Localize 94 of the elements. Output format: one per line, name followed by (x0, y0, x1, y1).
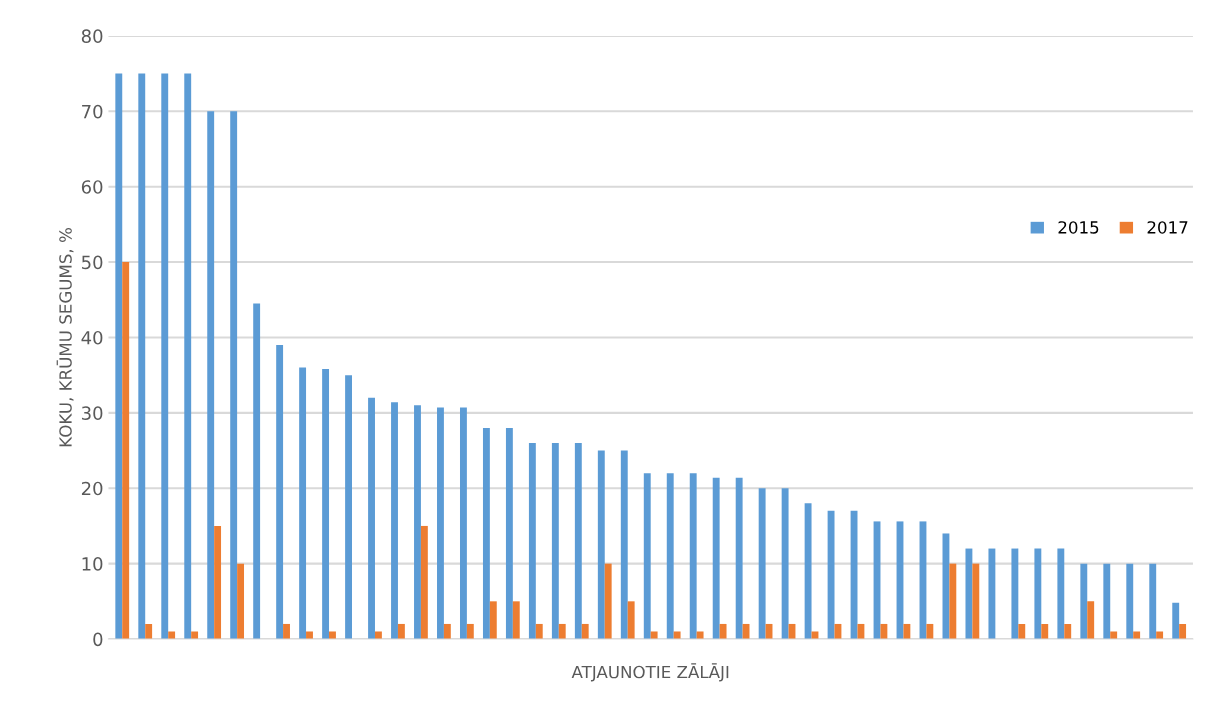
y-tick-label: 80 (81, 29, 103, 44)
bar (1103, 563, 1111, 640)
bar (1149, 563, 1157, 640)
bar (558, 623, 566, 640)
bar (1011, 548, 1019, 640)
bar (972, 563, 980, 640)
bar (329, 631, 336, 640)
y-tick-label: 60 (81, 180, 103, 194)
bar (666, 473, 674, 640)
bar (719, 623, 727, 640)
bar (903, 623, 911, 640)
bar (276, 345, 284, 640)
bar (1057, 548, 1065, 640)
bar (230, 111, 238, 640)
bar (138, 73, 146, 640)
bar (880, 623, 888, 640)
bar (397, 623, 405, 640)
bar (1041, 623, 1049, 640)
bar (207, 111, 215, 640)
bar (489, 601, 497, 640)
bar (574, 443, 582, 640)
bar (1156, 631, 1164, 640)
y-tick-label: 20 (81, 481, 103, 496)
bar (857, 623, 865, 640)
bar (1080, 563, 1088, 640)
bar (926, 623, 934, 640)
bar (673, 631, 681, 640)
bar (253, 303, 261, 640)
bar (122, 262, 130, 640)
bar (1064, 623, 1072, 640)
bar (237, 563, 245, 640)
y-tick-label: 10 (82, 557, 103, 571)
bar (604, 563, 612, 640)
bar (988, 548, 996, 640)
bar (597, 450, 605, 640)
bar (168, 631, 176, 640)
bar (184, 73, 192, 640)
bar (949, 563, 957, 640)
y-axis-title: KOKU, KRŪMU SEGUMS, % (56, 228, 74, 447)
y-tick-label: 70 (82, 104, 103, 119)
bar (804, 503, 812, 640)
bar (1172, 602, 1180, 640)
bar (145, 623, 153, 640)
bar (650, 631, 658, 640)
y-tick-label: 0 (93, 632, 103, 647)
bar (414, 405, 421, 640)
bar (322, 369, 330, 640)
bar (505, 427, 513, 640)
bar (712, 477, 720, 640)
bar (459, 407, 467, 640)
y-tick-label: 50 (82, 255, 103, 270)
bar (345, 375, 352, 640)
bar (374, 631, 382, 640)
bar (443, 623, 451, 640)
bar (627, 601, 635, 640)
bar (689, 473, 697, 640)
bar (1126, 563, 1134, 640)
bar (735, 477, 743, 640)
bar (1179, 623, 1187, 640)
bar (161, 73, 169, 640)
bar (368, 397, 375, 640)
bar (620, 450, 628, 640)
legend-label: 2015 (1058, 221, 1099, 234)
bar (1087, 601, 1095, 640)
bar (965, 548, 973, 640)
bar (466, 623, 474, 640)
bar (535, 623, 543, 640)
bar (581, 623, 589, 640)
bar (391, 402, 398, 640)
bar (696, 631, 704, 640)
bar (1034, 548, 1042, 640)
x-axis-title: ATJAUNOTIE ZĀLĀJI (571, 663, 729, 682)
y-tick-label: 30 (81, 406, 103, 420)
bar (551, 443, 559, 640)
y-tick-label: 40 (81, 330, 103, 345)
bar (214, 525, 222, 640)
bar (482, 427, 490, 640)
bar (306, 631, 313, 640)
bar (191, 631, 199, 640)
bar (437, 407, 444, 640)
bar (1133, 631, 1141, 640)
bar (1018, 623, 1026, 640)
bar (283, 623, 290, 640)
bar (827, 510, 835, 640)
bar (643, 473, 651, 640)
bar (299, 367, 307, 640)
legend-label: 2017 (1147, 221, 1188, 234)
bar (115, 73, 123, 640)
bar (781, 488, 789, 640)
bar (528, 443, 536, 640)
bar (420, 525, 428, 640)
bar (512, 601, 520, 640)
bar (1110, 631, 1118, 640)
bar (758, 488, 766, 640)
